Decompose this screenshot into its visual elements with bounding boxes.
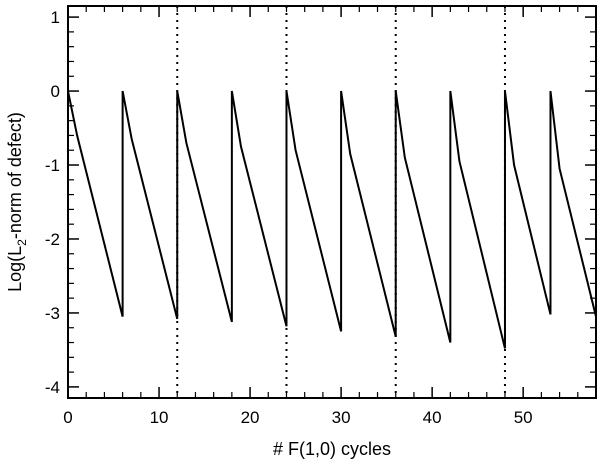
y-axis-label-part-1: Log(L — [5, 246, 25, 292]
y-tick-label: -4 — [45, 378, 60, 397]
x-tick-label: 0 — [63, 408, 72, 427]
y-axis-label: Log(L2-norm of defect) — [5, 112, 29, 292]
plot-frame — [67, 5, 597, 399]
x-tick-label: 10 — [150, 408, 169, 427]
y-tick-label: -1 — [45, 156, 60, 175]
y-tick-label: 0 — [51, 82, 60, 101]
y-axis-label-part-2: -norm of defect) — [5, 112, 25, 239]
y-axis-label-subscript: 2 — [15, 239, 29, 246]
y-tick-label: -3 — [45, 304, 60, 323]
x-tick-label: 50 — [514, 408, 533, 427]
x-tick-label: 20 — [241, 408, 260, 427]
series-layer — [67, 90, 597, 349]
x-axis-label: # F(1,0) cycles — [273, 439, 391, 459]
y-tick-label: -2 — [45, 230, 60, 249]
x-tick-label: 40 — [423, 408, 442, 427]
series-line-0 — [67, 90, 597, 349]
y-tick-label: 1 — [51, 8, 60, 27]
x-tick-label: 30 — [332, 408, 351, 427]
